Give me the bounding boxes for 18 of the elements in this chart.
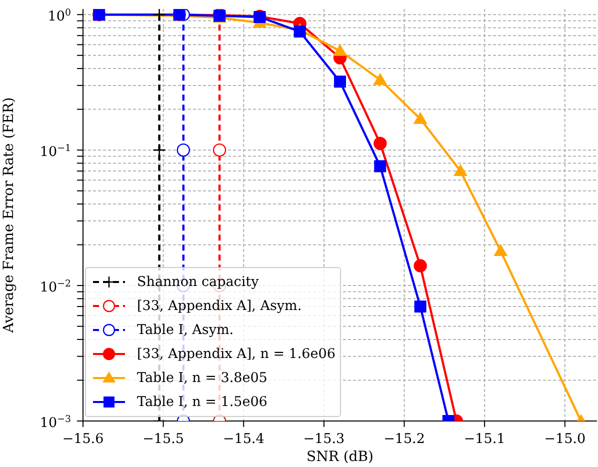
- y-axis-title: Average Frame Error Rate (FER): [0, 97, 17, 334]
- legend-label: Table I, Asym.: [137, 322, 234, 338]
- x-tick-label: −15.5: [142, 431, 184, 447]
- x-tick-label: −15.0: [544, 431, 586, 447]
- x-axis-title: SNR (dB): [306, 449, 374, 465]
- x-tick-label: −15.2: [384, 431, 425, 447]
- y-tick-label: 10$^{0}$: [48, 7, 71, 25]
- y-tick-label: 10$^{−3}$: [40, 414, 71, 431]
- legend-label: Table I, n = 1.5e06: [137, 394, 268, 410]
- legend-label: Table I, n = 3.8e05: [137, 370, 268, 386]
- x-tick-label: −15.4: [222, 431, 264, 447]
- x-tick-label: −15.6: [62, 431, 104, 447]
- legend-label: [33, Appendix A], Asym.: [137, 298, 302, 314]
- y-tick-label: 10$^{−2}$: [40, 278, 71, 296]
- y-tick-label: 10$^{−1}$: [40, 142, 71, 160]
- x-tick-label: −15.3: [303, 431, 345, 447]
- x-tick-label: −15.1: [464, 431, 506, 447]
- legend-label: [33, Appendix A], n = 1.6e06: [137, 346, 336, 362]
